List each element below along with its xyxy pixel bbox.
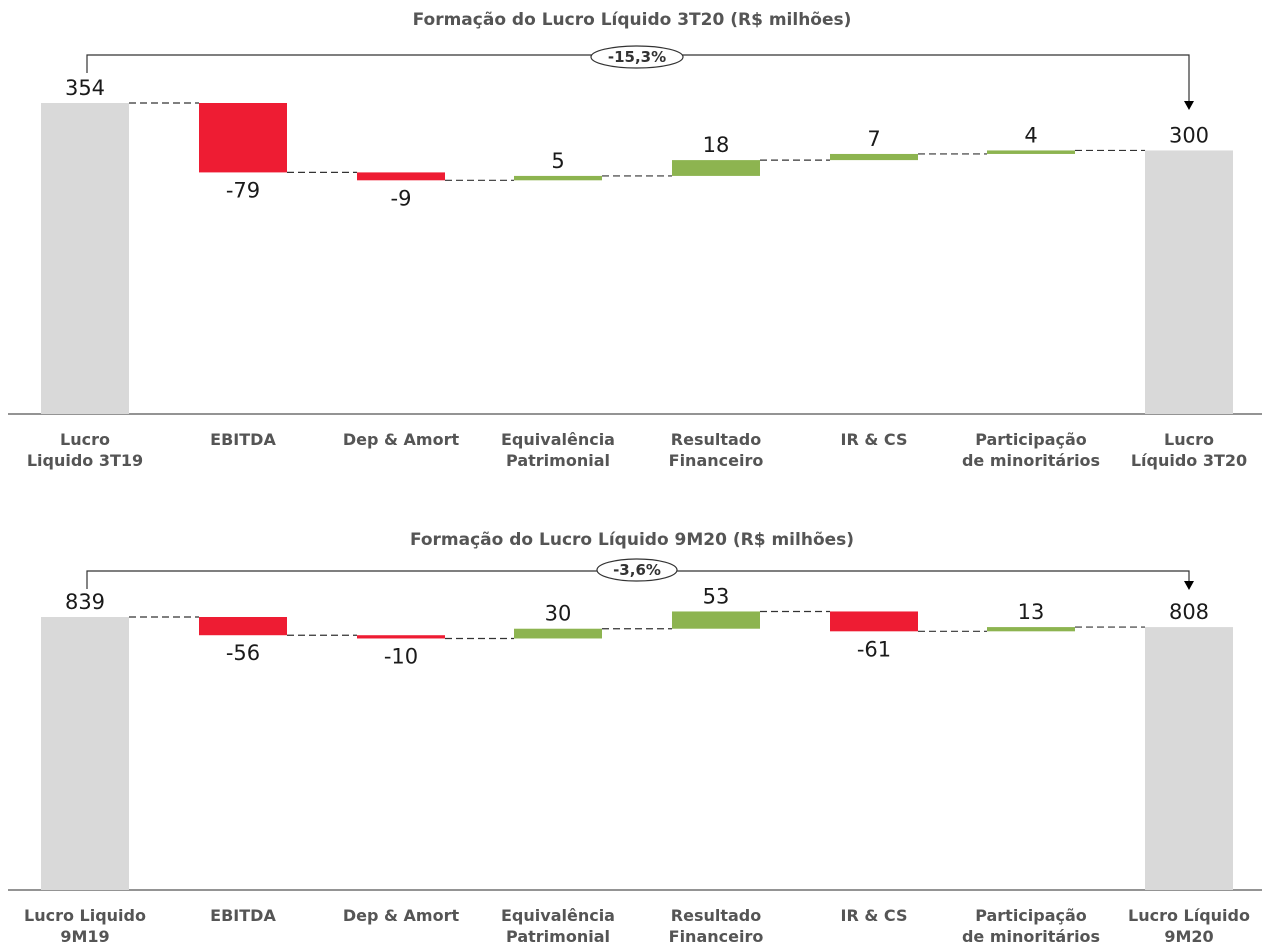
category-label: Equivalência Patrimonial [501, 906, 615, 946]
category-label-line: Lucro Líquido [1128, 906, 1250, 925]
data-label: -56 [226, 641, 260, 665]
category-label-line: Dep & Amort [343, 906, 460, 925]
data-label: -79 [226, 178, 260, 202]
bar-positive [672, 611, 760, 629]
bar-total [41, 617, 129, 890]
variation-label: -3,6% [613, 561, 661, 579]
variation-label: -15,3% [608, 48, 666, 66]
category-label-line: Líquido 3T20 [1131, 451, 1247, 470]
bar-negative [830, 611, 918, 632]
category-label-line: Financeiro [669, 451, 764, 470]
category-label-line: IR & CS [841, 906, 908, 925]
category-label: Lucro Líquido 9M20 [1128, 906, 1250, 946]
bar-negative [199, 103, 287, 173]
variation-oval [596, 558, 678, 582]
variation-oval [590, 45, 684, 69]
category-label-line: Patrimonial [506, 451, 610, 470]
category-label: Dep & Amort [343, 906, 460, 925]
data-label: 808 [1169, 600, 1209, 624]
bar-negative [357, 635, 445, 639]
category-label: Resultado Financeiro [669, 906, 764, 946]
chart-2: Formação do Lucro Líquido 9M20 (R$ milhõ… [8, 530, 1262, 946]
category-label: Equivalência Patrimonial [501, 430, 615, 470]
category-label-line: 9M19 [60, 927, 109, 946]
category-label-line: Lucro Liquido [24, 906, 146, 925]
category-label-line: IR & CS [841, 430, 908, 449]
category-label-line: Participação [975, 906, 1087, 925]
data-label: 53 [703, 584, 730, 608]
data-label: -10 [384, 644, 418, 668]
data-label: -61 [857, 637, 891, 661]
category-label: Lucro Liquido 3T19 [27, 430, 143, 470]
category-label: IR & CS [841, 906, 908, 925]
category-label-line: Equivalência [501, 906, 615, 925]
category-label-line: Financeiro [669, 927, 764, 946]
bar-negative [199, 617, 287, 636]
category-label-line: de minoritários [962, 927, 1100, 946]
bar-positive [514, 175, 602, 181]
bar-positive [514, 628, 602, 639]
category-label-line: Lucro [1164, 430, 1214, 449]
category-label-line: Participação [975, 430, 1087, 449]
bar-negative [357, 172, 445, 181]
category-label: Participação de minoritários [962, 430, 1100, 470]
chart-title: Formação do Lucro Líquido 3T20 (R$ milhõ… [413, 10, 852, 30]
data-label: 5 [551, 149, 564, 173]
bar-positive [672, 160, 760, 176]
chart-title: Formação do Lucro Líquido 9M20 (R$ milhõ… [410, 530, 854, 550]
category-label-line: EBITDA [210, 906, 276, 925]
category-label-line: Resultado [671, 430, 761, 449]
chart-1: Formação do Lucro Líquido 3T20 (R$ milhõ… [8, 10, 1262, 470]
category-label-line: 9M20 [1164, 927, 1213, 946]
data-label: 7 [867, 127, 880, 151]
arrow-down-icon [1184, 581, 1194, 590]
category-label: Participação de minoritários [962, 906, 1100, 946]
bar-total [1145, 627, 1233, 890]
data-label: 839 [65, 590, 105, 614]
bar-total [41, 103, 129, 414]
bar-total [1145, 150, 1233, 414]
bar-positive [987, 627, 1075, 632]
arrow-down-icon [1184, 101, 1194, 110]
data-label: 18 [703, 133, 730, 157]
category-label-line: Resultado [671, 906, 761, 925]
category-label: Resultado Financeiro [669, 430, 764, 470]
bar-positive [830, 153, 918, 161]
category-label-line: Liquido 3T19 [27, 451, 143, 470]
category-label-line: Patrimonial [506, 927, 610, 946]
category-label-line: Dep & Amort [343, 430, 460, 449]
category-label: EBITDA [210, 906, 276, 925]
data-label: 354 [65, 76, 105, 100]
data-label: 300 [1169, 123, 1209, 147]
category-label: Dep & Amort [343, 430, 460, 449]
data-label: 30 [545, 602, 572, 626]
category-label: EBITDA [210, 430, 276, 449]
category-label-line: EBITDA [210, 430, 276, 449]
category-label: IR & CS [841, 430, 908, 449]
category-label-line: de minoritários [962, 451, 1100, 470]
data-label: 4 [1024, 123, 1037, 147]
bar-positive [987, 150, 1075, 154]
category-label-line: Lucro [60, 430, 110, 449]
category-label-line: Equivalência [501, 430, 615, 449]
data-label: 13 [1018, 600, 1045, 624]
data-label: -9 [391, 186, 412, 210]
category-label: Lucro Líquido 3T20 [1131, 430, 1247, 470]
category-label: Lucro Liquido 9M19 [24, 906, 146, 946]
